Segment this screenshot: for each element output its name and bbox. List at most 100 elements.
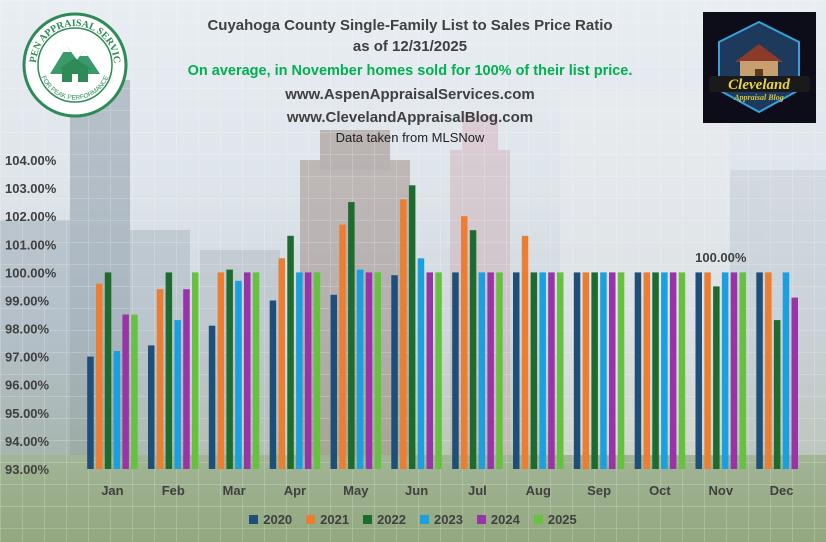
bar-aug-2024 [548,272,555,469]
bar-apr-2023 [296,272,303,469]
bar-may-2023 [356,269,364,469]
bar-oct-2021 [643,272,650,469]
bar-jan-2021 [96,283,103,469]
legend-label: 2024 [490,512,520,527]
bar-nov-2021 [704,272,711,469]
y-axis: 104.00% 103.00% 102.00% 101.00% 100.00% 99.00… [5,153,57,477]
legend-swatch [306,515,316,524]
x-tick-label: May [343,483,369,498]
bar-nov-2024 [730,272,738,469]
bar-feb-2020 [148,345,155,469]
x-tick-label: Nov [709,483,734,498]
bar-feb-2022 [165,272,173,469]
bar-sep-2022 [591,272,598,469]
x-tick-label: Feb [162,483,185,498]
bar-nov-2025 [739,272,746,469]
bar-apr-2025 [313,272,321,469]
bar-dec-2022 [773,320,781,469]
legend-item-2023: 2023 [420,512,463,527]
y-tick-label: 95.00% [5,406,50,421]
x-tick-label: Jan [101,483,123,498]
bar-jul-2022 [469,230,477,469]
x-tick-label: Jul [468,483,487,498]
x-tick-label: Oct [649,483,671,498]
y-tick-label: 94.00% [5,434,50,449]
data-source: Data taken from MLSNow [335,130,485,145]
bar-jul-2023 [478,272,486,469]
bar-jun-2022 [408,185,416,470]
bar-nov-2020 [695,272,702,469]
legend-label: 2025 [547,512,577,527]
x-tick-label: Aug [526,483,551,498]
legend-item-2022: 2022 [363,512,406,527]
y-tick-label: 93.00% [5,462,50,477]
bar-may-2020 [330,294,337,469]
logo-right-line2: Appraisal Blog [733,93,784,102]
y-tick-label: 96.00% [5,378,50,393]
bar-jan-2022 [104,272,112,469]
bar-jan-2025 [131,314,138,469]
bar-nov-2023 [721,272,729,469]
y-tick-label: 103.00% [5,181,57,196]
bar-oct-2025 [678,272,686,469]
bar-aug-2023 [539,272,546,469]
y-tick-label: 99.00% [5,293,50,308]
y-tick-label: 100.00% [5,265,57,280]
bar-jun-2021 [400,199,407,470]
bar-apr-2020 [269,300,277,469]
website-aspen: www.AspenAppraisalServices.com [285,86,535,103]
y-tick-label: 101.00% [5,237,57,252]
legend-swatch [533,515,543,524]
website-cleveland: www.ClevelandAppraisalBlog.com [286,109,534,126]
chart-title: Cuyahoga County Single-Family List to Sa… [207,17,613,34]
bar-sep-2021 [582,272,590,469]
legend-label: 2022 [377,512,406,527]
x-tick-label: Apr [284,483,306,498]
x-tick-label: Jun [405,483,428,498]
y-tick-label: 98.00% [5,322,50,337]
bar-may-2022 [348,202,355,469]
bar-nov-2022 [713,286,720,469]
bar-jun-2023 [417,258,425,469]
x-tick-label: Mar [223,483,246,498]
data-label-nov: 100.00% [695,250,747,265]
legend-item-2024: 2024 [476,512,520,527]
y-tick-label: 104.00% [5,153,57,168]
bar-jun-2025 [435,272,442,469]
bar-mar-2025 [252,272,260,469]
bar-may-2024 [365,272,373,469]
bar-apr-2021 [278,258,285,469]
bar-may-2025 [374,272,381,469]
bar-sep-2024 [609,272,616,469]
x-tick-label: Sep [587,483,611,498]
aspen-appraisal-logo: ASPEN APPRAISAL SERVICES FOR PEAK PERFOR… [22,12,128,118]
bar-oct-2020 [634,272,642,469]
x-axis: Jan Feb Mar Apr May Jun Jul Aug Sep Oct Nov Dec [101,483,793,498]
bar-jul-2021 [461,216,468,469]
bar-feb-2025 [192,272,199,469]
bar-jan-2020 [87,356,94,469]
bar-series [87,185,798,470]
bar-aug-2020 [513,272,520,469]
bar-oct-2023 [661,272,668,469]
legend-label: 2020 [263,512,293,527]
bar-dec-2021 [765,272,772,469]
legend-swatch [420,515,429,524]
bar-jul-2024 [487,272,494,469]
y-tick-label: 97.00% [5,350,50,365]
logo-right-line1: Cleveland [728,77,790,93]
x-tick-label: Dec [770,483,794,498]
legend-item-2025: 2025 [533,512,577,527]
bar-may-2021 [339,224,346,469]
bar-dec-2023 [782,272,790,469]
bar-feb-2021 [156,289,164,469]
bar-aug-2021 [521,235,529,469]
legend-label: 2023 [434,512,463,527]
chart-highlight: On average, in November homes sold for 1… [187,63,633,79]
bar-aug-2025 [557,272,564,469]
legend-item-2020: 2020 [249,512,292,527]
bar-dec-2020 [756,272,763,469]
chart-legend: 2020 2021 2022 2023 2024 2025 [0,512,826,527]
